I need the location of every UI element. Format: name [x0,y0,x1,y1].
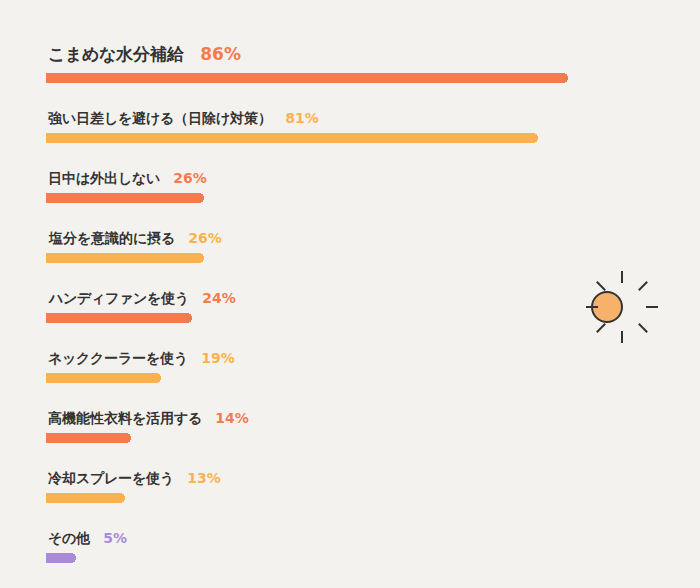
svg-text:塩分を意識的に摂る 26%: 塩分を意識的に摂る 26% [48,230,222,246]
svg-text:高機能性衣料を活用する 14%: 高機能性衣料を活用する 14% [48,410,249,426]
svg-text:冷却スプレーを使う 13%: 冷却スプレーを使う 13% [48,470,221,487]
svg-text:強い日差しを避ける（日除け対策） 81%: 強い日差しを避ける（日除け対策） 81% [48,110,319,126]
svg-text:こまめな水分補給 86%: こまめな水分補給 86% [48,44,241,64]
svg-text:ハンディファンを使う 24%: ハンディファンを使う 24% [48,290,236,307]
svg-text:その他 5%: その他 5% [48,530,127,546]
svg-text:日中は外出しない 26%: 日中は外出しない 26% [48,170,207,186]
svg-text:ネッククーラーを使う 19%: ネッククーラーを使う 19% [48,350,235,367]
